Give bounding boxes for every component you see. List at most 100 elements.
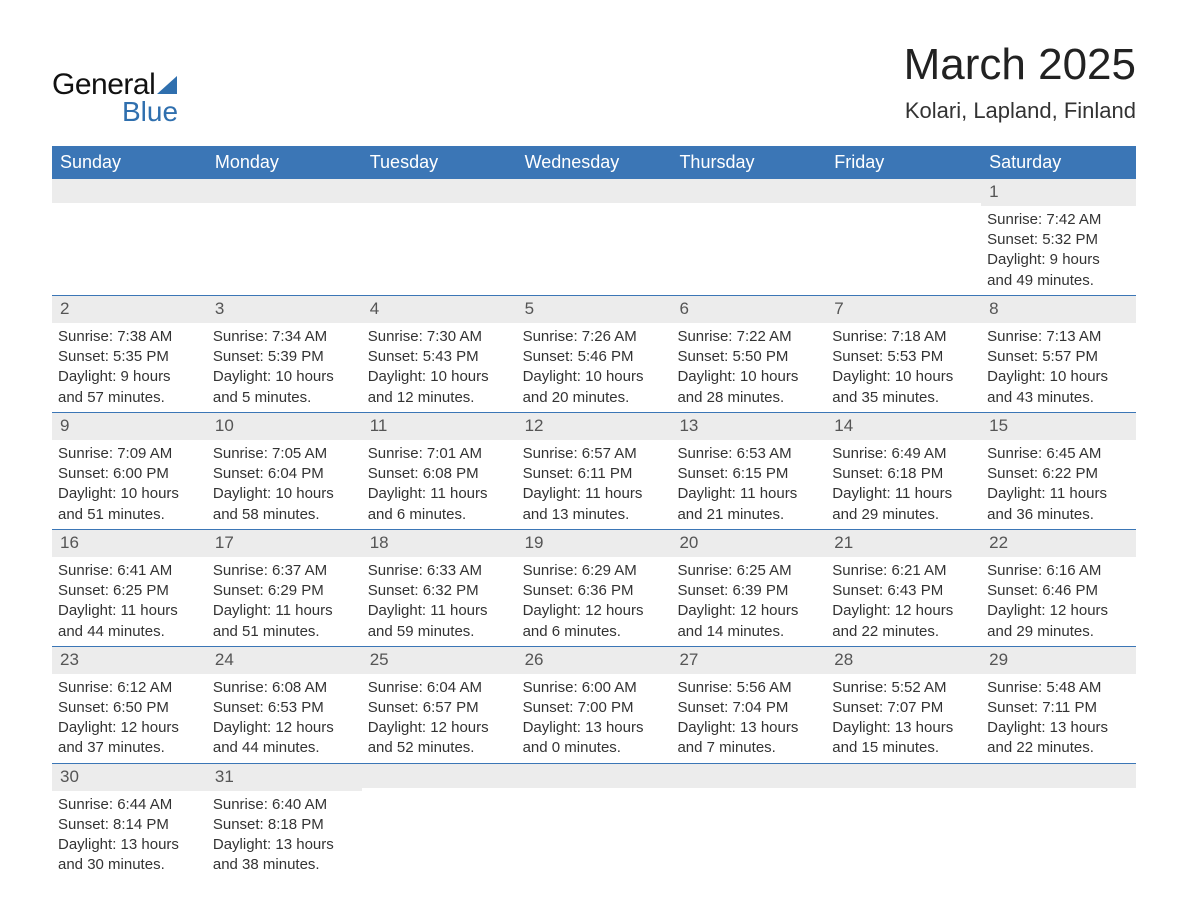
calendar-cell <box>826 764 981 880</box>
day-day1: Daylight: 13 hours <box>213 835 356 855</box>
calendar-cell: 1Sunrise: 7:42 AMSunset: 5:32 PMDaylight… <box>981 179 1136 295</box>
day-sunrise: Sunrise: 6:04 AM <box>368 678 511 698</box>
day-number: 8 <box>981 296 1136 323</box>
calendar-cell <box>981 764 1136 880</box>
day-sunrise: Sunrise: 7:01 AM <box>368 444 511 464</box>
day-sunset: Sunset: 6:53 PM <box>213 698 356 718</box>
day-day2: and 6 minutes. <box>368 505 511 525</box>
day-day1: Daylight: 11 hours <box>523 484 666 504</box>
calendar-cell: 3Sunrise: 7:34 AMSunset: 5:39 PMDaylight… <box>207 296 362 412</box>
day-sunset: Sunset: 7:11 PM <box>987 698 1130 718</box>
calendar-cell: 15Sunrise: 6:45 AMSunset: 6:22 PMDayligh… <box>981 413 1136 529</box>
day-number: 18 <box>362 530 517 557</box>
day-day1: Daylight: 9 hours <box>58 367 201 387</box>
calendar-week: 1Sunrise: 7:42 AMSunset: 5:32 PMDaylight… <box>52 179 1136 296</box>
day-header: Wednesday <box>517 146 672 179</box>
day-header: Tuesday <box>362 146 517 179</box>
day-sunset: Sunset: 8:14 PM <box>58 815 201 835</box>
day-day2: and 12 minutes. <box>368 388 511 408</box>
day-body: Sunrise: 6:12 AMSunset: 6:50 PMDaylight:… <box>52 674 207 763</box>
day-sunrise: Sunrise: 6:25 AM <box>677 561 820 581</box>
day-day1: Daylight: 10 hours <box>58 484 201 504</box>
day-day1: Daylight: 11 hours <box>987 484 1130 504</box>
calendar-cell: 9Sunrise: 7:09 AMSunset: 6:00 PMDaylight… <box>52 413 207 529</box>
day-sunset: Sunset: 5:43 PM <box>368 347 511 367</box>
day-day1: Daylight: 10 hours <box>213 367 356 387</box>
day-number: 26 <box>517 647 672 674</box>
day-day2: and 35 minutes. <box>832 388 975 408</box>
logo-triangle-icon <box>157 76 177 94</box>
day-number: 21 <box>826 530 981 557</box>
day-body: Sunrise: 6:08 AMSunset: 6:53 PMDaylight:… <box>207 674 362 763</box>
day-header: Friday <box>826 146 981 179</box>
logo-text-blue: Blue <box>122 96 178 128</box>
day-body: Sunrise: 6:53 AMSunset: 6:15 PMDaylight:… <box>671 440 826 529</box>
day-sunrise: Sunrise: 7:18 AM <box>832 327 975 347</box>
day-number: 15 <box>981 413 1136 440</box>
day-day2: and 0 minutes. <box>523 738 666 758</box>
logo: General Blue <box>52 68 178 128</box>
day-sunrise: Sunrise: 7:30 AM <box>368 327 511 347</box>
day-sunset: Sunset: 6:32 PM <box>368 581 511 601</box>
calendar-cell: 26Sunrise: 6:00 AMSunset: 7:00 PMDayligh… <box>517 647 672 763</box>
calendar-cell: 16Sunrise: 6:41 AMSunset: 6:25 PMDayligh… <box>52 530 207 646</box>
day-sunrise: Sunrise: 6:41 AM <box>58 561 201 581</box>
day-body: Sunrise: 7:05 AMSunset: 6:04 PMDaylight:… <box>207 440 362 529</box>
day-sunrise: Sunrise: 6:29 AM <box>523 561 666 581</box>
calendar-cell: 24Sunrise: 6:08 AMSunset: 6:53 PMDayligh… <box>207 647 362 763</box>
day-day2: and 30 minutes. <box>58 855 201 875</box>
calendar: Sunday Monday Tuesday Wednesday Thursday… <box>52 146 1136 880</box>
day-day2: and 7 minutes. <box>677 738 820 758</box>
day-number: 14 <box>826 413 981 440</box>
day-day2: and 15 minutes. <box>832 738 975 758</box>
day-sunrise: Sunrise: 6:40 AM <box>213 795 356 815</box>
day-day2: and 21 minutes. <box>677 505 820 525</box>
calendar-cell: 7Sunrise: 7:18 AMSunset: 5:53 PMDaylight… <box>826 296 981 412</box>
calendar-week: 2Sunrise: 7:38 AMSunset: 5:35 PMDaylight… <box>52 296 1136 413</box>
day-day1: Daylight: 10 hours <box>523 367 666 387</box>
day-number <box>826 179 981 203</box>
calendar-cell: 6Sunrise: 7:22 AMSunset: 5:50 PMDaylight… <box>671 296 826 412</box>
calendar-week: 30Sunrise: 6:44 AMSunset: 8:14 PMDayligh… <box>52 764 1136 880</box>
day-day1: Daylight: 13 hours <box>523 718 666 738</box>
day-day2: and 22 minutes. <box>832 622 975 642</box>
day-day1: Daylight: 12 hours <box>523 601 666 621</box>
day-sunrise: Sunrise: 6:49 AM <box>832 444 975 464</box>
calendar-cell <box>671 179 826 295</box>
day-sunrise: Sunrise: 7:38 AM <box>58 327 201 347</box>
day-day2: and 37 minutes. <box>58 738 201 758</box>
day-sunrise: Sunrise: 7:22 AM <box>677 327 820 347</box>
day-number: 24 <box>207 647 362 674</box>
day-body: Sunrise: 7:13 AMSunset: 5:57 PMDaylight:… <box>981 323 1136 412</box>
day-day2: and 22 minutes. <box>987 738 1130 758</box>
calendar-cell: 5Sunrise: 7:26 AMSunset: 5:46 PMDaylight… <box>517 296 672 412</box>
day-day2: and 59 minutes. <box>368 622 511 642</box>
day-number: 7 <box>826 296 981 323</box>
day-day2: and 5 minutes. <box>213 388 356 408</box>
header: General Blue March 2025 Kolari, Lapland,… <box>52 40 1136 128</box>
calendar-cell <box>362 179 517 295</box>
day-day1: Daylight: 12 hours <box>213 718 356 738</box>
day-number: 12 <box>517 413 672 440</box>
day-day2: and 44 minutes. <box>58 622 201 642</box>
calendar-cell <box>52 179 207 295</box>
day-number <box>826 764 981 788</box>
day-sunrise: Sunrise: 7:13 AM <box>987 327 1130 347</box>
day-sunrise: Sunrise: 5:48 AM <box>987 678 1130 698</box>
day-day2: and 29 minutes. <box>987 622 1130 642</box>
day-sunset: Sunset: 5:32 PM <box>987 230 1130 250</box>
day-day2: and 49 minutes. <box>987 271 1130 291</box>
day-sunrise: Sunrise: 6:16 AM <box>987 561 1130 581</box>
day-day1: Daylight: 10 hours <box>987 367 1130 387</box>
day-sunset: Sunset: 6:18 PM <box>832 464 975 484</box>
day-body: Sunrise: 6:04 AMSunset: 6:57 PMDaylight:… <box>362 674 517 763</box>
day-day2: and 44 minutes. <box>213 738 356 758</box>
day-sunset: Sunset: 6:57 PM <box>368 698 511 718</box>
calendar-week: 16Sunrise: 6:41 AMSunset: 6:25 PMDayligh… <box>52 530 1136 647</box>
day-header: Saturday <box>981 146 1136 179</box>
day-number: 9 <box>52 413 207 440</box>
day-day2: and 6 minutes. <box>523 622 666 642</box>
day-day1: Daylight: 11 hours <box>832 484 975 504</box>
day-day2: and 28 minutes. <box>677 388 820 408</box>
day-sunset: Sunset: 6:25 PM <box>58 581 201 601</box>
